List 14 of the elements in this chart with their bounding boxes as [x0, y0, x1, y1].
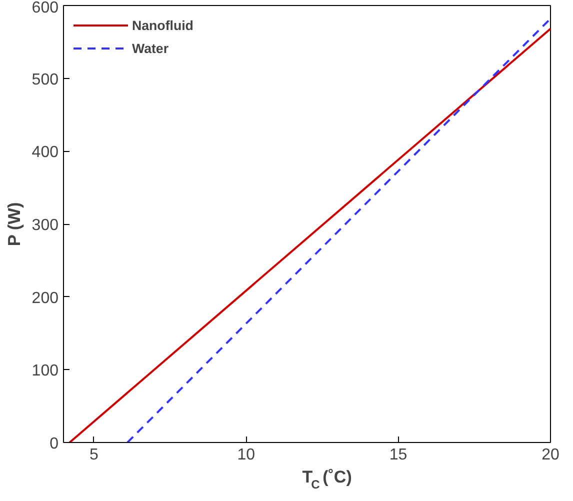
x-tick-label: 10 — [237, 446, 256, 464]
y-tick-label: 100 — [32, 362, 59, 380]
y-tick-label: 500 — [32, 71, 59, 88]
legend-label: Water — [132, 40, 169, 56]
y-tick-label: 300 — [32, 217, 59, 234]
y-tick-label: 600 — [32, 0, 59, 16]
y-tick-label: 0 — [50, 436, 59, 452]
legend-label: Nanofluid — [132, 18, 194, 32]
y-tick-label: 400 — [32, 144, 59, 162]
y-axis-title: P (W) — [4, 202, 24, 246]
x-tick-label: 15 — [389, 446, 408, 464]
x-tick-label: 20 — [542, 446, 560, 464]
y-tick-label: 200 — [32, 290, 59, 307]
x-tick-label: 5 — [89, 446, 98, 464]
